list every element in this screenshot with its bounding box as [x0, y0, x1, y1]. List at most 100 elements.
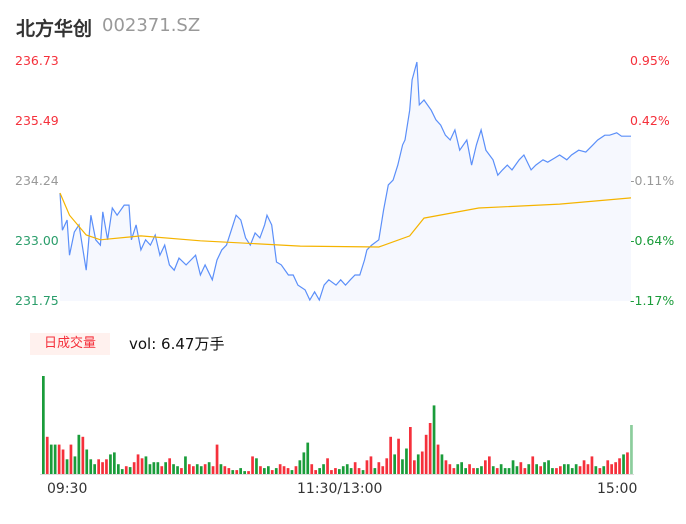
volume-bar: [330, 470, 333, 474]
volume-bar: [73, 456, 77, 474]
y-right-tick: 0.95%: [630, 53, 670, 68]
volume-bar: [606, 460, 610, 474]
volume-bar: [207, 462, 211, 474]
volume-bar: [69, 444, 73, 474]
volume-bar: [168, 458, 171, 474]
volume-bar: [274, 468, 278, 474]
volume-bar: [551, 468, 554, 474]
volume-bar: [393, 454, 396, 474]
volume-bar: [101, 462, 104, 474]
volume-bar: [251, 456, 254, 474]
volume-bar: [531, 456, 535, 474]
volume-bar: [120, 469, 124, 474]
x-tick-open: 09:30: [47, 481, 88, 497]
volume-bar: [405, 448, 408, 474]
volume-bar: [259, 466, 262, 474]
volume-bar: [219, 464, 223, 474]
volume-bar: [188, 464, 191, 474]
volume-bar: [586, 464, 590, 474]
volume-bar: [341, 466, 345, 474]
volume-bar: [148, 464, 152, 474]
volume-bar: [278, 464, 282, 474]
volume-bar: [630, 425, 633, 474]
volume-bar: [416, 454, 420, 474]
volume-bar: [306, 442, 310, 474]
volume-bar: [195, 464, 199, 474]
volume-bar: [61, 449, 65, 474]
volume-tab[interactable]: 日成交量: [30, 333, 110, 355]
volume-bar: [298, 460, 302, 474]
volume-bar: [503, 468, 507, 474]
volume-bar: [302, 452, 306, 474]
volume-bar: [464, 468, 467, 474]
volume-bar: [338, 469, 341, 474]
volume-bar: [476, 468, 479, 474]
volume-bar: [132, 462, 136, 474]
volume-bar: [499, 464, 503, 474]
volume-bar: [124, 466, 128, 474]
volume-bar: [539, 466, 542, 474]
volume-bar: [488, 456, 491, 474]
volume-bar: [401, 459, 404, 474]
volume-bar: [602, 466, 606, 474]
y-left-tick: 231.75: [15, 293, 59, 308]
volume-bar: [547, 460, 550, 474]
volume-bar: [270, 470, 274, 474]
volume-bar: [180, 468, 183, 474]
y-right-tick: -0.11%: [630, 173, 675, 188]
volume-bar: [152, 462, 156, 474]
volume-bar: [286, 468, 290, 474]
volume-bar: [318, 468, 321, 474]
volume-bar: [590, 456, 594, 474]
volume-bar: [570, 468, 574, 474]
volume-bar: [172, 464, 175, 474]
volume-bar: [582, 460, 586, 474]
volume-bar: [97, 459, 100, 474]
volume-bar: [409, 427, 412, 474]
volume-bar: [484, 460, 487, 474]
volume-bar: [385, 458, 389, 474]
volume-bar: [239, 468, 242, 474]
volume-bar: [440, 454, 444, 474]
volume-bar: [452, 468, 456, 474]
volume-bar: [310, 464, 314, 474]
volume-bar: [365, 460, 369, 474]
volume-bar: [448, 464, 452, 474]
volume-bar: [57, 444, 61, 474]
volume-bar: [290, 470, 294, 474]
volume-bar: [555, 468, 558, 474]
volume-bar: [559, 466, 562, 474]
volume-bar: [527, 464, 531, 474]
volume-bar: [160, 466, 164, 474]
volume-bar: [314, 470, 317, 474]
volume-bar: [614, 462, 617, 474]
volume-bar: [215, 444, 219, 474]
volume-bar: [598, 468, 602, 474]
volume-bar: [45, 436, 49, 474]
volume-bar: [263, 468, 266, 474]
volume-value: vol: 6.47万手: [129, 335, 225, 353]
volume-bar: [255, 458, 258, 474]
volume-bar: [156, 462, 160, 474]
volume-bar: [184, 456, 187, 474]
volume-bar: [282, 466, 286, 474]
volume-bar: [113, 452, 116, 474]
y-right-tick: -0.64%: [630, 233, 675, 248]
volume-bar: [235, 470, 239, 474]
volume-bar: [361, 470, 365, 474]
volume-bar: [460, 462, 463, 474]
volume-bar: [89, 459, 93, 474]
volume-bar: [495, 468, 499, 474]
volume-bar: [144, 456, 148, 474]
volume-bar: [357, 468, 361, 474]
volume-bar: [117, 464, 120, 474]
y-right-tick: -1.17%: [630, 293, 675, 308]
volume-bar: [373, 468, 377, 474]
volume-bar: [566, 464, 570, 474]
y-left-tick: 233.00: [15, 233, 59, 248]
volume-bar: [480, 466, 483, 474]
volume-bar: [444, 460, 448, 474]
volume-bar: [574, 464, 578, 474]
volume-bar: [511, 460, 515, 474]
volume-bar: [77, 434, 81, 474]
